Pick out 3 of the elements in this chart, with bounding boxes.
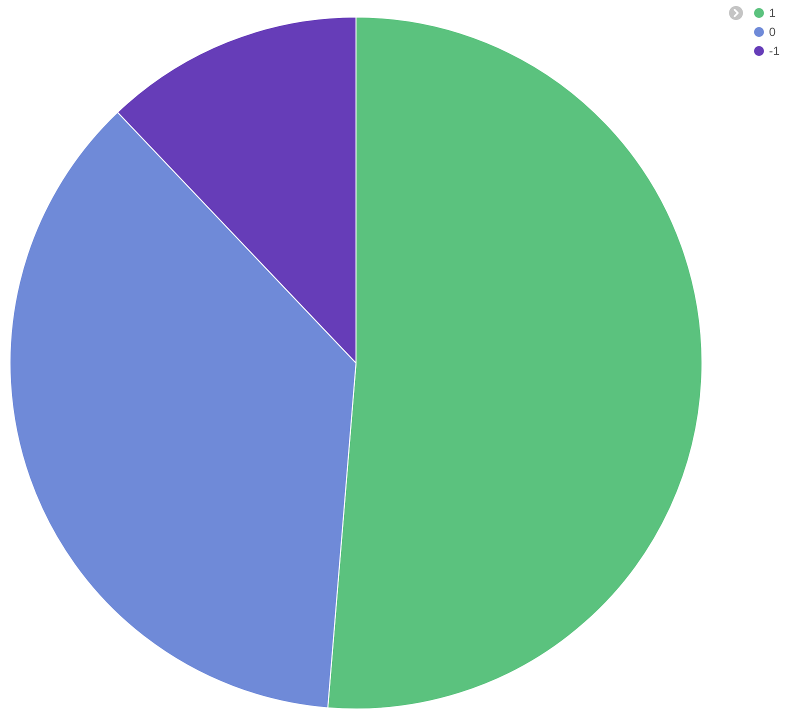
legend-label: 1 <box>769 6 776 20</box>
legend-label: 0 <box>769 25 776 39</box>
legend-label: -1 <box>769 44 780 58</box>
